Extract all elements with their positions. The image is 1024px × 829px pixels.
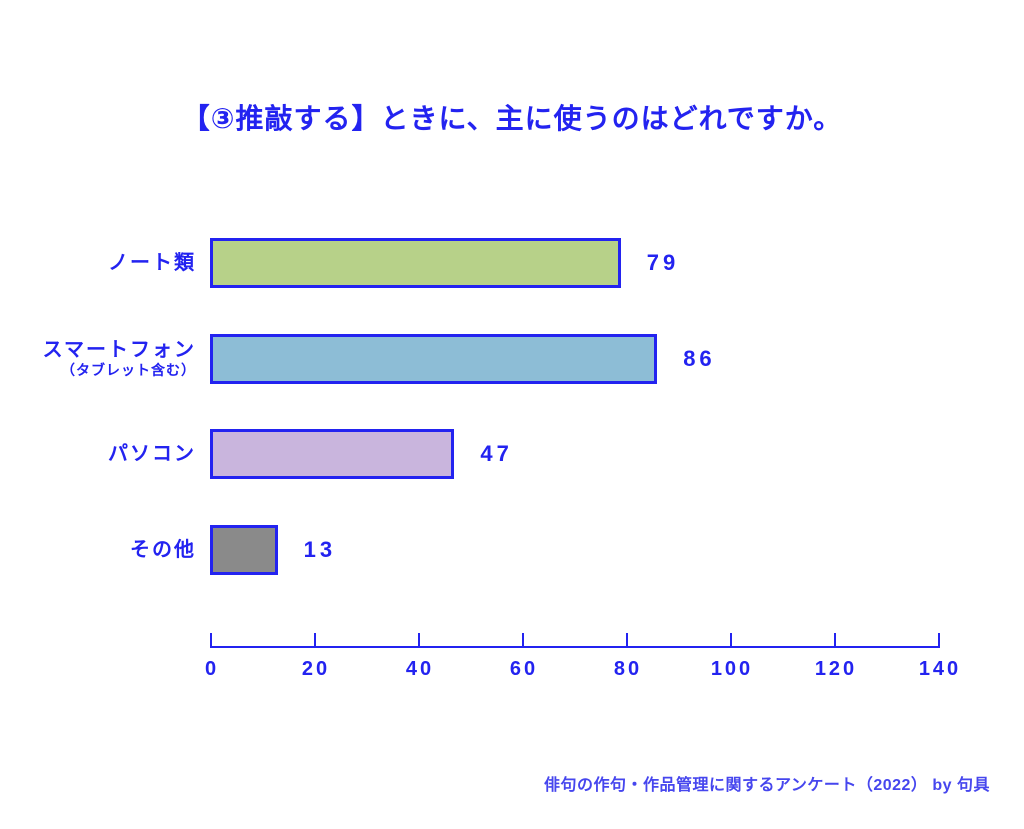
category-label: ノート類 (0, 252, 196, 275)
chart-row: パソコン 47 (0, 429, 1024, 479)
value-label: 47 (480, 441, 513, 466)
chart-title: 【③推敲する】ときに、主に使うのはどれですか。 (181, 103, 843, 134)
x-axis-line (210, 646, 940, 648)
x-axis-tick-label: 140 (918, 658, 962, 680)
category-sublabel-text: （タブレット含む） (61, 362, 196, 378)
x-axis-tick-label: 40 (405, 658, 435, 680)
x-axis-tick-labels: 0 20 40 60 80 100 120 140 (205, 658, 958, 684)
bar (210, 525, 278, 575)
x-axis-tick (418, 633, 420, 648)
value-label: 86 (683, 346, 716, 371)
x-axis-tick-label: 20 (301, 658, 331, 680)
x-axis-tick-label: 120 (814, 658, 858, 680)
value-label: 13 (303, 537, 337, 562)
x-axis-tick-label: 60 (509, 658, 539, 680)
x-axis-tick-label: 100 (710, 658, 754, 680)
chart-row: その他 13 (0, 525, 1024, 575)
chart-row: ノート類 79 (0, 238, 1024, 288)
category-label-text: その他 (130, 538, 196, 561)
bar (210, 429, 455, 479)
x-axis-tick (210, 633, 212, 648)
category-label-text: スマートフォン (42, 339, 196, 361)
value-label: 79 (646, 250, 680, 275)
x-axis-tick (314, 633, 316, 648)
x-axis-tick (938, 633, 940, 648)
category-label: パソコン (0, 443, 196, 466)
x-axis-tick-label: 80 (613, 658, 643, 680)
x-axis-tick (730, 633, 732, 648)
bar (210, 238, 621, 288)
category-label-text: ノート類 (108, 251, 196, 274)
category-label: スマートフォン （タブレット含む） (0, 339, 196, 379)
x-axis (210, 633, 940, 648)
category-label-text: パソコン (108, 442, 196, 465)
source-note: 俳句の作句・作品管理に関するアンケート（2022） by 句具 (543, 777, 990, 794)
category-label: その他 (0, 539, 196, 562)
bar (210, 334, 658, 384)
x-axis-tick-label: 0 (204, 658, 220, 680)
x-axis-tick (834, 633, 836, 648)
chart-row: スマートフォン （タブレット含む） 86 (0, 334, 1024, 384)
x-axis-tick (522, 633, 524, 648)
x-axis-tick (626, 633, 628, 648)
